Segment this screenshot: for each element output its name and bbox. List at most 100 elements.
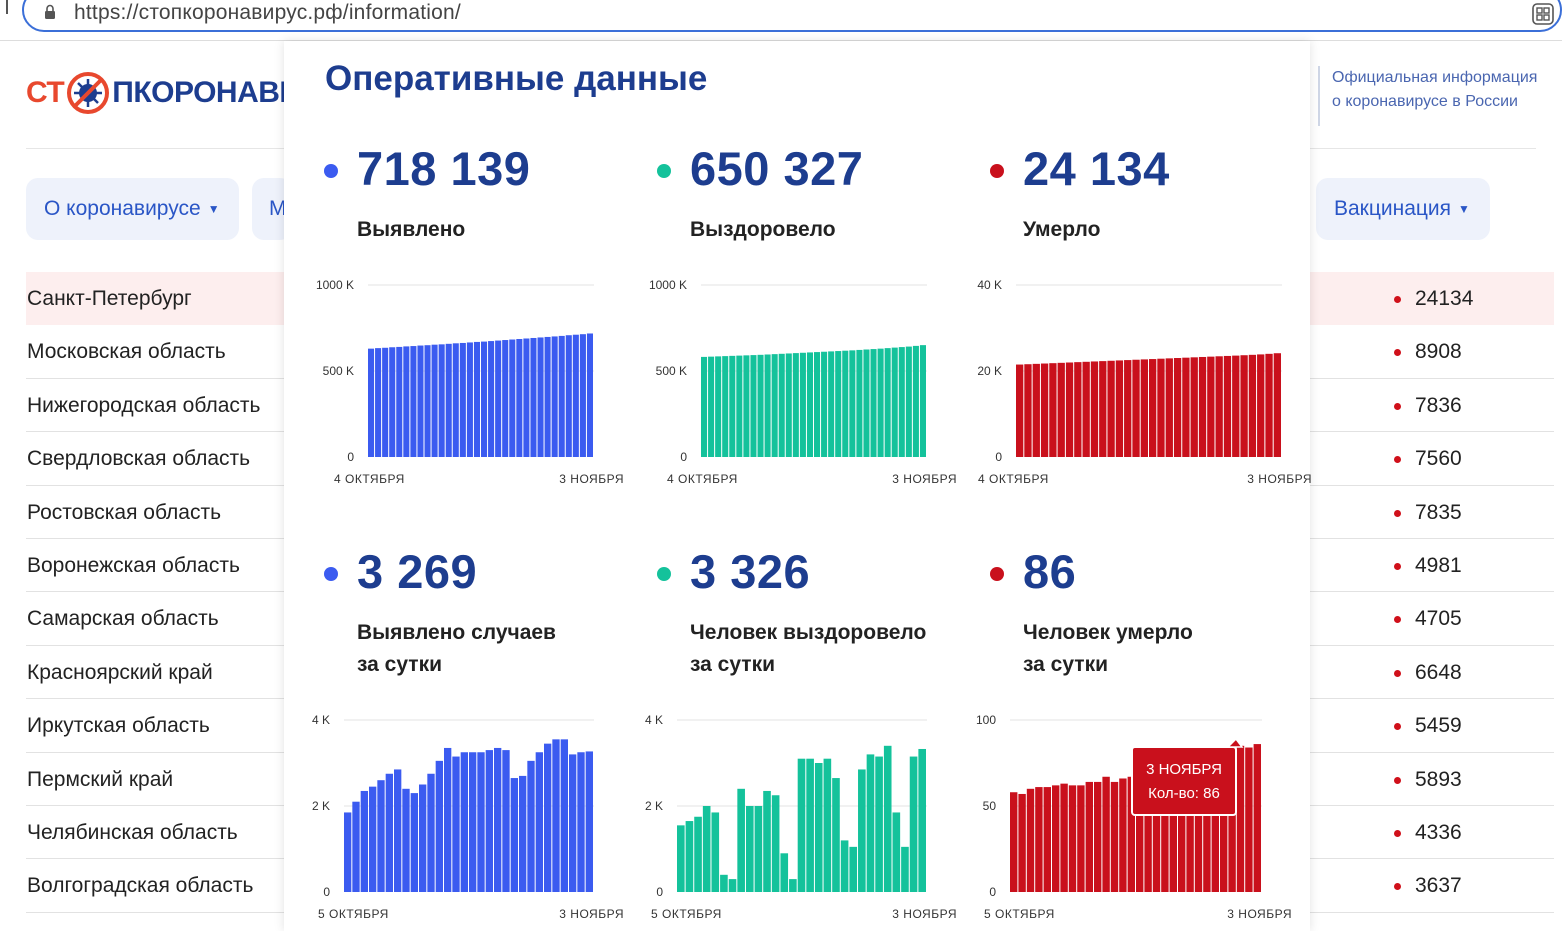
bar (1186, 764, 1194, 892)
region-dot (1394, 402, 1401, 410)
nav-vaccination[interactable]: Вакцинация ▼ (1316, 178, 1490, 240)
bar (858, 769, 866, 892)
bar (892, 812, 901, 892)
bar (369, 786, 377, 892)
x-tick-label: 3 НОЯБРЯ (892, 907, 957, 921)
bar (685, 821, 694, 892)
bar (883, 745, 892, 892)
bar (1024, 364, 1032, 457)
region-dot (1394, 883, 1401, 891)
region-name: Московская область (27, 340, 226, 364)
bar (396, 346, 403, 457)
bar (799, 352, 806, 457)
x-tick-label: 5 ОКТЯБРЯ (984, 907, 1055, 921)
bar (1060, 783, 1068, 892)
bar (905, 346, 912, 457)
bar (1157, 358, 1165, 457)
y-tick-label: 0 (656, 885, 663, 899)
bar (912, 345, 919, 457)
bar (842, 350, 849, 457)
bar (1094, 781, 1102, 892)
region-name: Красноярский край (27, 660, 213, 684)
chart-1: 1000 K 500 K 0 4 ОКТЯБРЯ 3 НОЯБРЯ (649, 278, 957, 486)
tab-edge (6, 0, 8, 14)
bar (431, 344, 438, 457)
bar (884, 348, 891, 457)
x-tick-label: 4 ОКТЯБРЯ (334, 472, 405, 486)
region-dot (1394, 296, 1401, 303)
region-deaths: 5459 (1415, 714, 1462, 738)
bar (477, 752, 485, 892)
nav-about-label: О коронавирусе (44, 197, 201, 220)
y-tick-label: 0 (680, 450, 687, 464)
bar (560, 739, 568, 892)
bar (485, 750, 493, 892)
bar (1032, 363, 1040, 457)
bar (544, 336, 551, 457)
region-dot (1394, 829, 1401, 837)
bar (728, 879, 737, 892)
stat-label: Выявлено (357, 218, 466, 241)
y-tick-label: 500 K (656, 364, 687, 378)
url-text[interactable]: https://стопкоронавирус.рф/information/ (74, 1, 461, 24)
chart-4: 4 K 2 K 0 5 ОКТЯБРЯ 3 НОЯБРЯ (645, 713, 957, 921)
region-name: Пермский край (27, 767, 174, 791)
bar (410, 346, 417, 457)
stat-label: Человек выздоровело за сутки (690, 621, 927, 676)
tooltip-box (1131, 746, 1237, 816)
extensions-icon[interactable] (1532, 3, 1554, 25)
chevron-down-icon: ▼ (207, 202, 220, 216)
bar (572, 334, 579, 457)
bar (544, 743, 552, 892)
bar (537, 337, 544, 457)
bar (527, 760, 535, 892)
bar (1173, 358, 1182, 457)
nav-about-coronavirus[interactable]: О коронавирусе ▼ (26, 178, 239, 240)
bar (565, 335, 572, 457)
bar (469, 752, 477, 892)
bar (764, 354, 771, 457)
chart-tooltip: 3 НОЯБРЯ Кол-во: 86 (1131, 737, 1244, 816)
bar (494, 747, 502, 892)
stat-value: 650 327 (690, 142, 864, 195)
stat-label: Умерло (1023, 218, 1101, 241)
x-tick-label: 5 ОКТЯБРЯ (651, 907, 722, 921)
url-box[interactable] (22, 0, 1562, 32)
bar (814, 763, 823, 892)
official-info-line-2: о коронавирусе в России (1332, 93, 1518, 110)
bar (737, 788, 745, 892)
stat-label: Человек умерло за сутки (1023, 621, 1193, 676)
bar (1232, 355, 1240, 457)
stat-dot (657, 164, 671, 178)
bar (832, 778, 840, 892)
bar (1065, 362, 1074, 457)
bar (1253, 744, 1261, 892)
bar (1057, 362, 1065, 457)
bar (918, 748, 926, 892)
bar (919, 345, 926, 457)
site-logo[interactable]: СТ ПКОРОНАВИ (26, 68, 301, 118)
bar (1082, 361, 1090, 457)
region-deaths: 4336 (1415, 820, 1462, 844)
bar (444, 747, 452, 892)
stat-dot (657, 567, 671, 581)
bar (722, 356, 729, 457)
y-tick-label: 0 (323, 885, 330, 899)
region-name: Волгоградская область (27, 874, 254, 898)
y-tick-label: 0 (995, 450, 1002, 464)
bar (368, 348, 375, 457)
bar (519, 775, 527, 892)
x-tick-label: 4 ОКТЯБРЯ (978, 472, 1049, 486)
tooltip-pointer (1226, 737, 1244, 748)
y-tick-label: 1000 K (316, 278, 354, 292)
bar (377, 780, 385, 892)
x-tick-label: 3 НОЯБРЯ (892, 472, 957, 486)
bar (473, 341, 480, 457)
bar (898, 347, 905, 457)
bar (417, 345, 424, 457)
bar (711, 812, 720, 892)
bar (797, 758, 806, 892)
bar (516, 339, 523, 457)
bar (821, 351, 828, 457)
region-name: Челябинская область (27, 820, 238, 844)
